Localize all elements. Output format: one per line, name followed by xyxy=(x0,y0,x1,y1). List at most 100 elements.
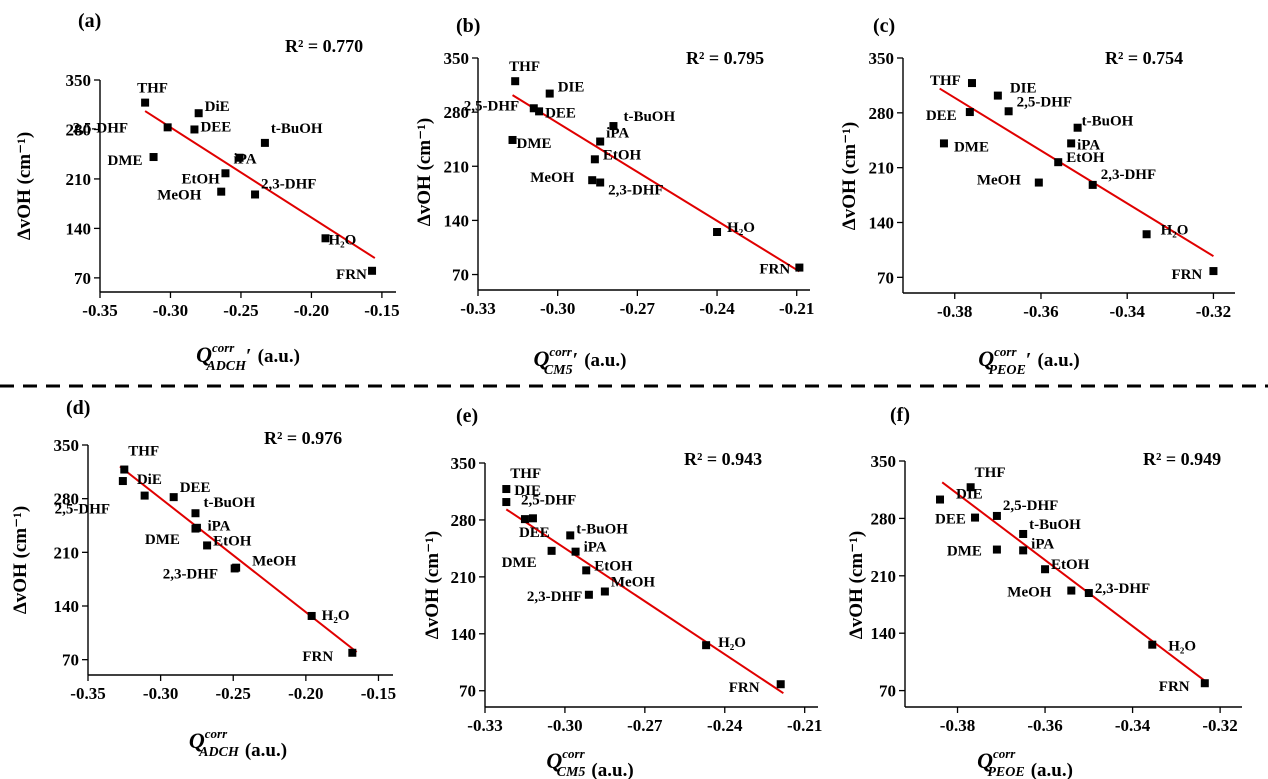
data-point xyxy=(939,139,948,148)
data-point xyxy=(1142,230,1151,239)
x-tick-label: -0.34 xyxy=(1109,302,1145,321)
point-label: t-BuOH xyxy=(1029,517,1081,533)
data-point xyxy=(1067,139,1076,148)
data-point xyxy=(1088,180,1097,189)
point-label: FRN xyxy=(1159,679,1190,695)
point-label: DEE xyxy=(200,119,231,135)
point-label: MeOH xyxy=(157,188,201,204)
data-point xyxy=(502,498,511,507)
y-tick-label: 210 xyxy=(444,157,470,176)
point-label: H₂O xyxy=(1168,639,1196,655)
y-tick-label: 210 xyxy=(871,567,897,586)
data-point xyxy=(1067,586,1076,595)
point-label: DME xyxy=(145,532,180,548)
point-label: iPA xyxy=(207,519,230,535)
point-label: THF xyxy=(509,59,540,75)
point-label: FRN xyxy=(1171,267,1202,283)
y-tick-label: 70 xyxy=(74,269,91,288)
point-label: 2,3-DHF xyxy=(527,589,582,605)
x-tick-label: -0.30 xyxy=(143,684,178,703)
y-tick-label: 70 xyxy=(452,266,469,285)
point-label: t-BuOH xyxy=(623,109,675,125)
point-label: 2,5-DHF xyxy=(73,120,128,136)
data-point xyxy=(971,513,980,522)
data-point xyxy=(163,123,172,132)
data-point xyxy=(511,77,520,86)
x-tick-label: -0.34 xyxy=(1115,716,1151,735)
y-tick-label: 350 xyxy=(451,454,477,473)
point-label: DIE xyxy=(956,487,983,503)
data-point xyxy=(194,109,203,118)
fit-line xyxy=(505,508,784,695)
r-squared: R² = 0.754 xyxy=(1105,48,1183,68)
y-axis-label: ΔvOH (cm⁻¹) xyxy=(846,531,867,639)
y-tick-label: 140 xyxy=(451,625,477,644)
x-tick-label: -0.38 xyxy=(937,302,972,321)
y-tick-label: 350 xyxy=(444,49,470,68)
data-point xyxy=(1041,565,1050,574)
y-tick-label: 140 xyxy=(66,219,92,238)
x-axis-label: Qcorr ADCH (a.u.) xyxy=(189,726,287,761)
point-label: 2,5-DHF xyxy=(55,502,110,518)
point-label: DEE xyxy=(926,108,957,124)
point-label: t-BuOH xyxy=(1082,114,1134,130)
point-label: 2,5-DHF xyxy=(464,98,519,114)
point-label: DIE xyxy=(1010,81,1037,97)
y-axis-label: ΔvOH (cm⁻¹) xyxy=(422,531,443,639)
data-point xyxy=(221,169,230,178)
point-label: 2,3-DHF xyxy=(1101,167,1156,183)
x-tick-label: -0.24 xyxy=(699,299,735,318)
x-tick-label: -0.20 xyxy=(294,301,329,320)
point-label: MeOH xyxy=(530,170,574,186)
r-squared: R² = 0.976 xyxy=(264,428,342,448)
x-axis-label: Qcorr PEOE (a.u.) xyxy=(977,746,1073,779)
point-label: MeOH xyxy=(611,575,655,591)
point-label: FRN xyxy=(759,262,790,278)
point-label: EtOH xyxy=(603,147,642,163)
y-tick-label: 140 xyxy=(54,597,80,616)
data-point xyxy=(191,509,200,518)
data-point xyxy=(169,493,178,502)
data-point xyxy=(1084,589,1093,598)
panel-d: -0.35 -0.30 -0.25 -0.20 -0.15 70 140 210 280 350 T… xyxy=(10,397,396,761)
data-point xyxy=(566,531,575,540)
y-tick-label: 210 xyxy=(66,170,92,189)
x-tick-label: -0.32 xyxy=(1196,302,1231,321)
x-tick-label: -0.27 xyxy=(620,299,656,318)
y-tick-label: 280 xyxy=(54,490,80,509)
y-tick-label: 210 xyxy=(54,543,80,562)
data-point xyxy=(141,98,150,107)
point-label: DEE xyxy=(545,105,576,121)
point-label: DEE xyxy=(519,525,550,541)
panel-label: (e) xyxy=(456,405,478,427)
y-tick-label: 350 xyxy=(871,452,897,471)
panel-e: -0.33 -0.30 -0.27 -0.24 -0.21 70 140 210 280 350 T… xyxy=(422,405,822,779)
point-label: 2,3-DHF xyxy=(163,566,218,582)
r-squared: R² = 0.943 xyxy=(684,449,762,469)
point-label: DME xyxy=(947,544,982,560)
x-tick-label: -0.33 xyxy=(467,716,502,735)
point-label: t-BuOH xyxy=(576,521,628,537)
point-label: FRN xyxy=(302,649,333,665)
data-point xyxy=(1019,546,1028,555)
point-label: THF xyxy=(975,465,1006,481)
r-squared: R² = 0.795 xyxy=(686,48,764,68)
data-point xyxy=(502,485,511,494)
data-point xyxy=(1209,267,1218,276)
data-point xyxy=(596,137,605,146)
y-tick-label: 280 xyxy=(66,120,92,139)
point-label: H₂O xyxy=(718,635,746,651)
data-point xyxy=(192,523,201,532)
data-point xyxy=(1019,529,1028,538)
x-tick-label: -0.21 xyxy=(787,716,822,735)
x-tick-label: -0.24 xyxy=(707,716,743,735)
x-tick-label: -0.36 xyxy=(1023,302,1058,321)
x-tick-label: -0.35 xyxy=(70,684,105,703)
data-point xyxy=(1073,123,1082,132)
data-point xyxy=(776,680,785,689)
data-point xyxy=(260,138,269,147)
point-label: DiE xyxy=(205,99,230,115)
data-point xyxy=(588,176,597,185)
y-tick-label: 140 xyxy=(444,211,470,230)
x-tick-label: -0.25 xyxy=(223,301,258,320)
